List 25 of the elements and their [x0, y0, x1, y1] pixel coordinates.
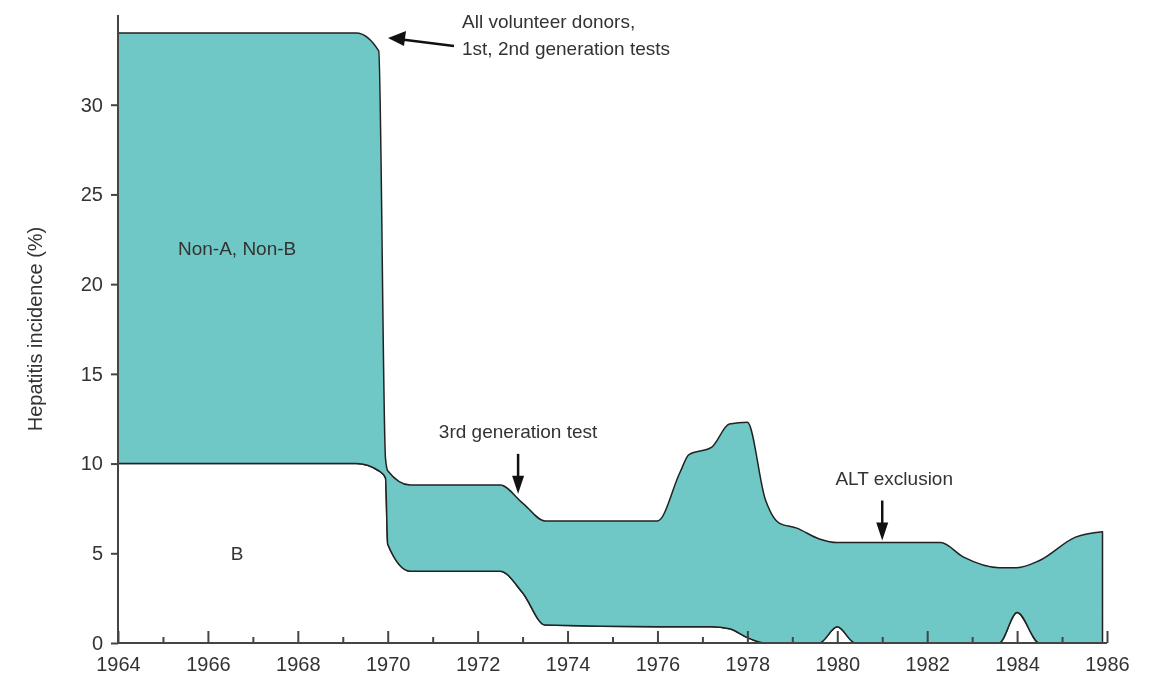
x-tick-label: 1982	[905, 653, 950, 676]
annotation: All volunteer donors, 1st, 2nd generation tests	[462, 11, 671, 59]
x-tick-label: 1978	[725, 653, 771, 676]
y-tick-label: 25	[80, 183, 103, 206]
y-tick-label: 20	[80, 273, 103, 296]
series-label: Non-A, Non-B	[177, 237, 297, 259]
y-axis-title: Hepatitis incidence (%)	[24, 226, 46, 432]
series-label: B	[230, 542, 244, 564]
annotation: 3rd generation test	[438, 420, 599, 442]
annotation: ALT exclusion	[835, 467, 954, 489]
x-tick-label: 1976	[635, 653, 681, 676]
y-tick-label: 15	[80, 362, 103, 385]
x-tick-label: 1970	[365, 653, 411, 676]
y-tick-label: 0	[91, 631, 103, 654]
x-tick-label: 1974	[545, 653, 591, 676]
y-tick-label: 5	[91, 542, 103, 565]
y-tick-label: 30	[80, 93, 103, 116]
x-tick-label: 1972	[455, 653, 501, 676]
y-tick-label: 10	[80, 452, 103, 475]
x-tick-label: 1966	[186, 653, 231, 676]
x-tick-label: 1984	[995, 653, 1040, 676]
x-tick-label: 1980	[815, 653, 861, 676]
x-tick-label: 1968	[276, 653, 321, 676]
x-tick-label: 1986	[1085, 653, 1130, 676]
x-tick-label: 1964	[96, 653, 141, 676]
